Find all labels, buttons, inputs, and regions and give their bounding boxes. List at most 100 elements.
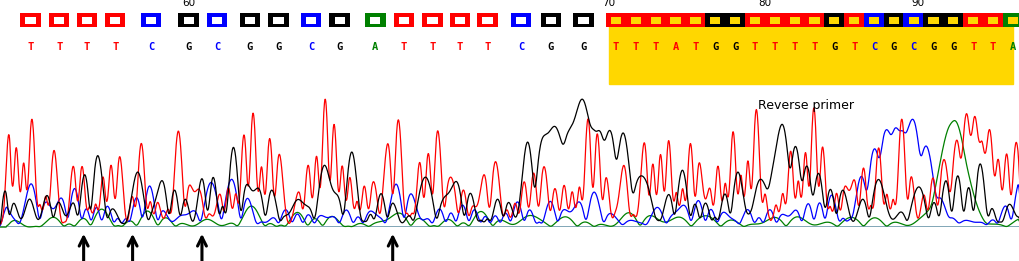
Text: 70: 70 (602, 0, 614, 8)
FancyBboxPatch shape (868, 17, 878, 24)
FancyBboxPatch shape (482, 17, 492, 24)
FancyBboxPatch shape (545, 17, 555, 24)
FancyBboxPatch shape (334, 17, 344, 24)
Text: G: G (711, 42, 717, 52)
FancyBboxPatch shape (610, 17, 621, 24)
Text: G: G (336, 42, 342, 52)
Text: G: G (185, 42, 192, 52)
Text: G: G (732, 42, 738, 52)
FancyBboxPatch shape (903, 13, 923, 27)
FancyBboxPatch shape (1007, 17, 1017, 24)
FancyBboxPatch shape (82, 17, 92, 24)
FancyBboxPatch shape (76, 13, 97, 27)
FancyBboxPatch shape (608, 18, 1012, 84)
FancyBboxPatch shape (268, 13, 288, 27)
FancyBboxPatch shape (605, 13, 626, 27)
Text: A: A (1009, 42, 1015, 52)
Text: G: G (890, 42, 896, 52)
Text: C: C (214, 42, 220, 52)
Text: C: C (308, 42, 314, 52)
FancyBboxPatch shape (245, 17, 255, 24)
FancyBboxPatch shape (477, 13, 497, 27)
Text: T: T (484, 42, 490, 52)
FancyBboxPatch shape (943, 13, 963, 27)
FancyBboxPatch shape (987, 17, 998, 24)
FancyBboxPatch shape (690, 17, 700, 24)
FancyBboxPatch shape (178, 13, 199, 27)
FancyBboxPatch shape (650, 17, 660, 24)
FancyBboxPatch shape (823, 13, 844, 27)
Text: A: A (372, 42, 378, 52)
Text: G: G (547, 42, 553, 52)
FancyBboxPatch shape (664, 13, 685, 27)
FancyBboxPatch shape (540, 13, 560, 27)
FancyBboxPatch shape (422, 13, 442, 27)
Text: G: G (950, 42, 956, 52)
Text: T: T (84, 42, 90, 52)
FancyBboxPatch shape (146, 17, 156, 24)
FancyBboxPatch shape (454, 17, 465, 24)
FancyBboxPatch shape (301, 13, 321, 27)
Text: T: T (850, 42, 856, 52)
FancyBboxPatch shape (962, 13, 982, 27)
FancyBboxPatch shape (306, 17, 316, 24)
FancyBboxPatch shape (573, 13, 593, 27)
Text: Reverse primer: Reverse primer (757, 99, 853, 112)
Text: T: T (429, 42, 435, 52)
FancyBboxPatch shape (704, 13, 725, 27)
FancyBboxPatch shape (273, 17, 283, 24)
Text: 80: 80 (758, 0, 770, 8)
FancyBboxPatch shape (922, 13, 943, 27)
FancyBboxPatch shape (863, 13, 883, 27)
Text: T: T (112, 42, 118, 52)
FancyBboxPatch shape (809, 17, 819, 24)
FancyBboxPatch shape (948, 17, 958, 24)
FancyBboxPatch shape (54, 17, 64, 24)
FancyBboxPatch shape (393, 13, 414, 27)
FancyBboxPatch shape (25, 17, 36, 24)
FancyBboxPatch shape (645, 13, 665, 27)
FancyBboxPatch shape (744, 13, 764, 27)
FancyBboxPatch shape (769, 17, 780, 24)
FancyBboxPatch shape (365, 13, 385, 27)
FancyBboxPatch shape (398, 17, 409, 24)
Text: C: C (148, 42, 154, 52)
Text: G: G (929, 42, 935, 52)
FancyBboxPatch shape (927, 17, 937, 24)
FancyBboxPatch shape (709, 17, 719, 24)
FancyBboxPatch shape (370, 17, 380, 24)
FancyBboxPatch shape (141, 13, 161, 27)
FancyBboxPatch shape (511, 13, 531, 27)
Text: T: T (28, 42, 34, 52)
FancyBboxPatch shape (625, 13, 645, 27)
FancyBboxPatch shape (329, 13, 350, 27)
Text: T: T (771, 42, 777, 52)
Text: C: C (870, 42, 876, 52)
FancyBboxPatch shape (449, 13, 470, 27)
Text: T: T (969, 42, 975, 52)
FancyBboxPatch shape (685, 13, 705, 27)
FancyBboxPatch shape (764, 13, 785, 27)
Text: T: T (632, 42, 639, 52)
FancyBboxPatch shape (908, 17, 918, 24)
FancyBboxPatch shape (239, 13, 260, 27)
Text: T: T (751, 42, 757, 52)
FancyBboxPatch shape (183, 17, 194, 24)
Text: G: G (830, 42, 837, 52)
FancyBboxPatch shape (982, 13, 1003, 27)
FancyBboxPatch shape (803, 13, 824, 27)
Text: T: T (652, 42, 658, 52)
Text: 90: 90 (911, 0, 923, 8)
FancyBboxPatch shape (1002, 13, 1019, 27)
FancyBboxPatch shape (212, 17, 222, 24)
FancyBboxPatch shape (516, 17, 526, 24)
FancyBboxPatch shape (848, 17, 858, 24)
Text: T: T (400, 42, 407, 52)
FancyBboxPatch shape (749, 17, 759, 24)
FancyBboxPatch shape (49, 13, 69, 27)
FancyBboxPatch shape (967, 17, 977, 24)
Text: 60: 60 (182, 0, 195, 8)
FancyBboxPatch shape (828, 17, 839, 24)
Text: C: C (518, 42, 524, 52)
FancyBboxPatch shape (110, 17, 120, 24)
